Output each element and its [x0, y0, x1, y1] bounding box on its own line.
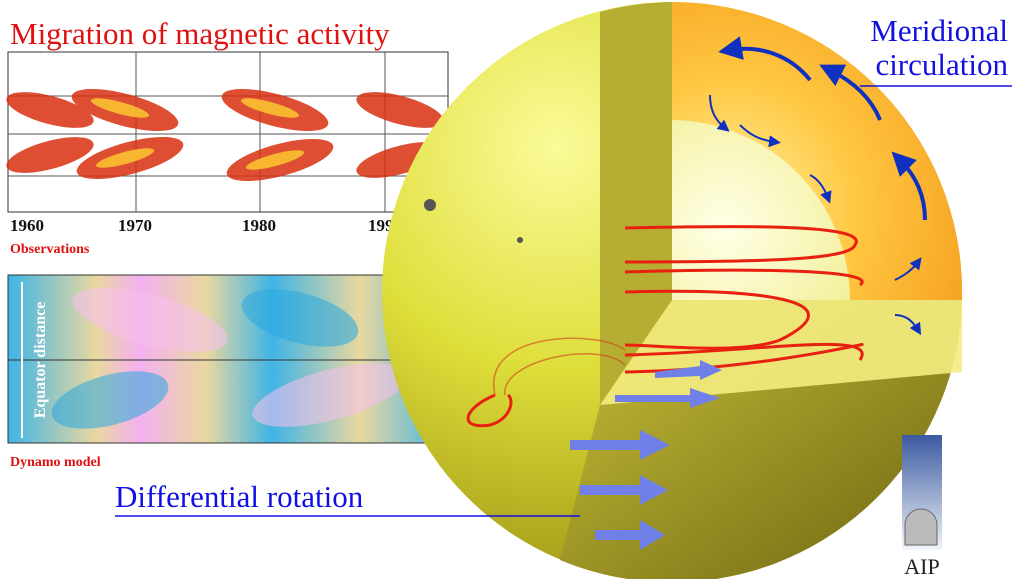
- logo-text: AIP: [904, 554, 939, 579]
- butterfly-diagram: [3, 52, 448, 212]
- sun-cutaway: [382, 2, 962, 579]
- label: Meridional: [870, 13, 1008, 48]
- label: Differential rotation: [115, 479, 364, 514]
- panel-label: Observations: [10, 242, 90, 257]
- title: Migration of magnetic activity: [10, 16, 390, 51]
- axis-label: Equator distance: [32, 302, 49, 419]
- logo: AIP: [902, 435, 942, 579]
- year-label: 1970: [118, 216, 152, 235]
- year-label: 1980: [242, 216, 276, 235]
- illustration: Migration of magnetic activity 1960 1970: [0, 0, 1014, 579]
- year-label: 1960: [10, 216, 44, 235]
- panel-label: Dynamo model: [10, 455, 101, 470]
- label: circulation: [875, 47, 1008, 82]
- dynamo-model: [8, 275, 448, 443]
